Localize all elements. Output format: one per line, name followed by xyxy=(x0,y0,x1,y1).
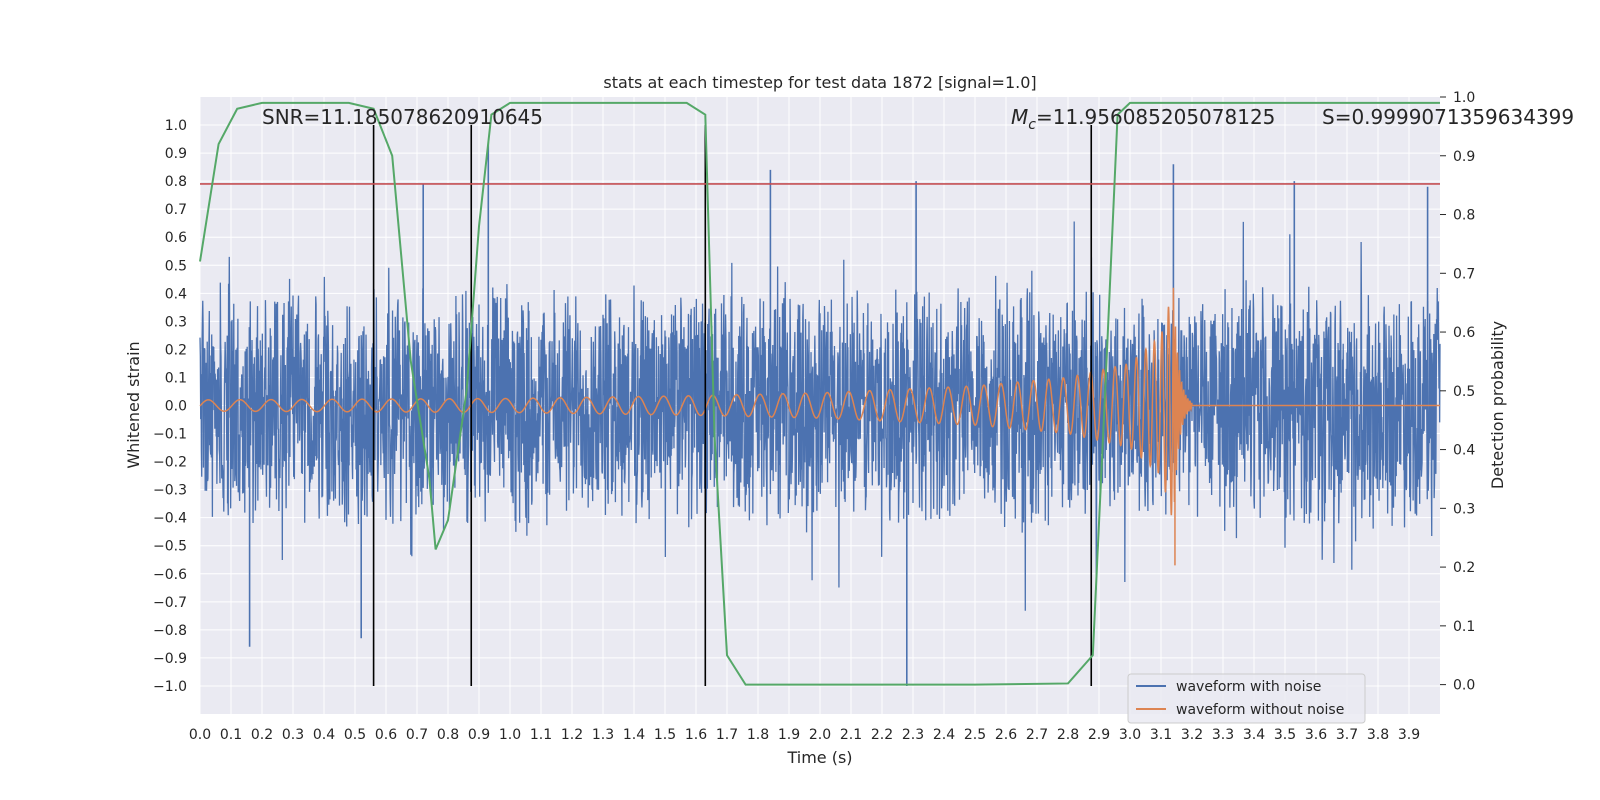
y2-tick-label: 1.0 xyxy=(1453,90,1475,106)
y2-tick-label: 0.2 xyxy=(1453,560,1475,576)
legend-label-noise: waveform with noise xyxy=(1176,679,1321,695)
y-tick-label: −0.3 xyxy=(153,483,187,499)
legend: waveform with noise waveform without noi… xyxy=(1127,673,1366,724)
x-tick-label: 3.0 xyxy=(1119,727,1141,743)
y-tick-label: 0.5 xyxy=(165,258,187,274)
x-tick-label: 0.6 xyxy=(375,727,397,743)
y-tick-label: 0.2 xyxy=(165,342,187,358)
x-tick-label: 0.1 xyxy=(220,727,242,743)
x-tick-label: 0.5 xyxy=(344,727,366,743)
y-tick-label: −0.6 xyxy=(153,567,187,583)
ticks: 0.0 0.1 0.2 0.3 0.4 0.5 0.6 0.7 0.8 0.9 1.0 1.1 1.2 1… xyxy=(153,90,1475,743)
y2-tick-label: 0.8 xyxy=(1453,208,1475,224)
legend-label-clean: waveform without noise xyxy=(1176,702,1344,718)
x-tick-label: 0.4 xyxy=(313,727,335,743)
x-axis-label: Time (s) xyxy=(786,748,852,767)
y-tick-label: −0.9 xyxy=(153,651,187,667)
y-tick-label: 0.7 xyxy=(165,202,187,218)
y2-tick-label: 0.4 xyxy=(1453,443,1475,459)
y-tick-label: 0.3 xyxy=(165,314,187,330)
y-tick-label: 0.8 xyxy=(165,174,187,190)
x-tick-label: 2.2 xyxy=(871,727,893,743)
x-tick-label: 0.9 xyxy=(468,727,490,743)
mc-value: =11.956085205078125 xyxy=(1036,105,1275,129)
y2-tick-label: 0.1 xyxy=(1453,619,1475,635)
y-tick-label: 0.0 xyxy=(165,399,187,415)
y-tick-label: 0.4 xyxy=(165,286,187,302)
x-tick-label: 2.0 xyxy=(809,727,831,743)
y2-axis-label: Detection probability xyxy=(1488,321,1507,489)
probability-series xyxy=(199,101,1440,686)
x-tick-label: 1.1 xyxy=(530,727,552,743)
probability-line xyxy=(199,101,1440,686)
x-tick-label: 3.4 xyxy=(1243,727,1265,743)
y-tick-label: −0.5 xyxy=(153,539,187,555)
noise-line xyxy=(199,221,1441,611)
x-tick-label: 2.5 xyxy=(964,727,986,743)
x-tick-label: 3.6 xyxy=(1305,727,1327,743)
x-tick-label: 0.2 xyxy=(251,727,273,743)
y-tick-label: −0.2 xyxy=(153,455,187,471)
y-tick-label: −0.4 xyxy=(153,511,187,527)
y2-tick-label: 0.3 xyxy=(1453,501,1475,517)
y2-tick-label: 0.9 xyxy=(1453,149,1475,165)
x-tick-label: 0.7 xyxy=(406,727,428,743)
y2-tick-label: 0.6 xyxy=(1453,325,1475,341)
y-tick-label: −0.1 xyxy=(153,427,187,443)
y-tick-label: −0.8 xyxy=(153,623,187,639)
x-tick-label: 0.8 xyxy=(437,727,459,743)
x-tick-label: 3.2 xyxy=(1181,727,1203,743)
x-tick-label: 3.9 xyxy=(1398,727,1420,743)
y-tick-label: 0.1 xyxy=(165,370,187,386)
y2-tick-label: 0.0 xyxy=(1453,678,1475,694)
y2-tick-label: 0.7 xyxy=(1453,266,1475,282)
y-tick-label: 0.9 xyxy=(165,146,187,162)
x-tick-label: 3.1 xyxy=(1150,727,1172,743)
y-tick-label: −1.0 xyxy=(153,679,187,695)
x-tick-label: 2.9 xyxy=(1088,727,1110,743)
mc-symbol: M xyxy=(1011,105,1028,129)
mc-subscript: c xyxy=(1028,117,1036,133)
x-tick-label: 1.3 xyxy=(592,727,614,743)
x-tick-label: 3.3 xyxy=(1212,727,1234,743)
x-tick-label: 2.8 xyxy=(1057,727,1079,743)
s-annotation: S=0.9999071359634399 xyxy=(1322,105,1574,129)
y2-tick-label: 0.5 xyxy=(1453,384,1475,400)
x-tick-label: 2.6 xyxy=(995,727,1017,743)
x-tick-label: 0.0 xyxy=(189,727,211,743)
y-tick-label: 1.0 xyxy=(165,118,187,134)
y-tick-label: 0.6 xyxy=(165,230,187,246)
x-tick-label: 2.7 xyxy=(1026,727,1048,743)
legend-box xyxy=(1127,673,1366,724)
mc-annotation: Mc=11.956085205078125 xyxy=(1011,105,1275,133)
x-tick-label: 1.8 xyxy=(747,727,769,743)
y-axis-label: Whitened strain xyxy=(124,341,143,468)
x-tick-label: 3.8 xyxy=(1367,727,1389,743)
snr-annotation: SNR=11.185078620910645 xyxy=(262,105,543,129)
x-tick-label: 1.4 xyxy=(623,727,645,743)
vertical-markers xyxy=(372,125,1093,686)
x-tick-label: 2.1 xyxy=(840,727,862,743)
x-tick-label: 1.9 xyxy=(778,727,800,743)
clean-line xyxy=(199,287,1440,516)
x-tick-label: 1.0 xyxy=(499,727,521,743)
x-tick-label: 3.7 xyxy=(1336,727,1358,743)
chart-title: stats at each timestep for test data 187… xyxy=(603,73,1036,92)
x-tick-label: 1.6 xyxy=(685,727,707,743)
x-tick-label: 1.2 xyxy=(561,727,583,743)
x-tick-label: 2.3 xyxy=(902,727,924,743)
x-tick-label: 3.5 xyxy=(1274,727,1296,743)
x-tick-label: 1.7 xyxy=(716,727,738,743)
x-tick-label: 2.4 xyxy=(933,727,955,743)
y-tick-label: −0.7 xyxy=(153,595,187,611)
x-tick-label: 1.5 xyxy=(654,727,676,743)
clean-series xyxy=(199,287,1440,566)
x-tick-label: 0.3 xyxy=(282,727,304,743)
